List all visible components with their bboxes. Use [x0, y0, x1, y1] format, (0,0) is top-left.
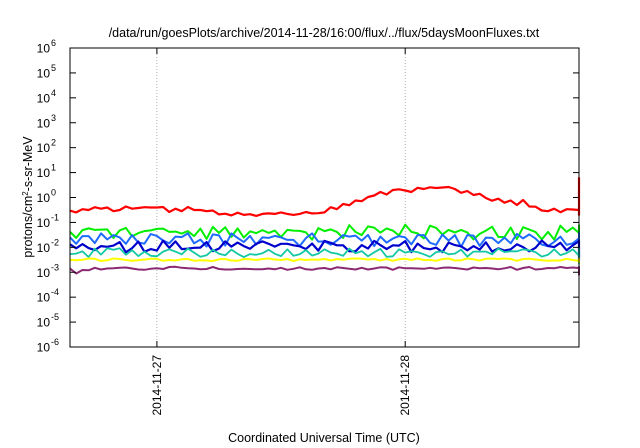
grid	[156, 48, 406, 347]
x-axis-title: Coordinated Universal Time (UTC)	[228, 431, 420, 445]
y-tick-label: 10	[37, 191, 51, 205]
y-tick-label-exponent: 0	[51, 188, 56, 198]
y-axis-title-main: protons/cm	[21, 196, 35, 258]
y-tick-label: 10	[37, 116, 51, 130]
y-tick-label-base: 10	[37, 166, 51, 180]
axis-ticks: 10 -610 -510 -410 -310 -210 -110 010 110 210 310 41…	[37, 38, 579, 416]
y-tick-label-base: 10	[37, 141, 51, 155]
y-tick-label-base: 10	[37, 66, 51, 80]
y-tick-label: 10	[37, 141, 51, 155]
y-axis-title-rest: -s-sr-MeV	[21, 136, 35, 192]
y-tick-label-exponent: 6	[51, 38, 56, 48]
y-tick-label: 10	[37, 241, 51, 255]
y-tick-label-exponent: -3	[51, 262, 59, 272]
x-tick-label: 2014-11-27	[150, 355, 164, 416]
y-tick-label: 10	[37, 316, 51, 330]
y-tick-label-base: 10	[37, 191, 51, 205]
y-tick-label-exponent: 2	[51, 138, 56, 148]
y-tick-label-base: 10	[37, 91, 51, 105]
y-tick-label: 10	[37, 291, 51, 305]
y-tick-label: 10	[37, 166, 51, 180]
y-tick-label-base: 10	[37, 316, 51, 330]
y-tick-label-exponent: -1	[51, 212, 59, 222]
y-tick-label-exponent: 3	[51, 113, 56, 123]
y-tick-label-base: 10	[37, 341, 51, 355]
x-tick-label: 2014-11-28	[398, 355, 412, 416]
y-tick-label-exponent: 5	[51, 63, 56, 73]
y-tick-label-exponent: -5	[51, 312, 59, 322]
y-tick-label-exponent: -6	[51, 337, 59, 347]
y-tick-label-exponent: -2	[51, 237, 59, 247]
y-tick-label-base: 10	[37, 241, 51, 255]
chart-title: /data/run/goesPlots/archive/2014-11-28/1…	[109, 26, 540, 40]
y-tick-label-base: 10	[37, 291, 51, 305]
y-tick-label: 10	[37, 266, 51, 280]
y-tick-label: 10	[37, 216, 51, 230]
y-tick-label: 10	[37, 42, 51, 56]
y-tick-label-base: 10	[37, 42, 51, 56]
y-tick-label-base: 10	[37, 266, 51, 280]
y-axis-title-superscript: 2	[21, 191, 30, 196]
y-tick-label: 10	[37, 66, 51, 80]
y-tick-label-base: 10	[37, 116, 51, 130]
y-axis-title: protons/cm2-s-sr-MeV	[21, 136, 36, 258]
y-tick-label: 10	[37, 341, 51, 355]
y-tick-label-exponent: 1	[51, 163, 56, 173]
y-tick-label-base: 10	[37, 216, 51, 230]
y-tick-label-exponent: -4	[51, 287, 59, 297]
y-tick-label-exponent: 4	[51, 88, 56, 98]
y-tick-label: 10	[37, 91, 51, 105]
